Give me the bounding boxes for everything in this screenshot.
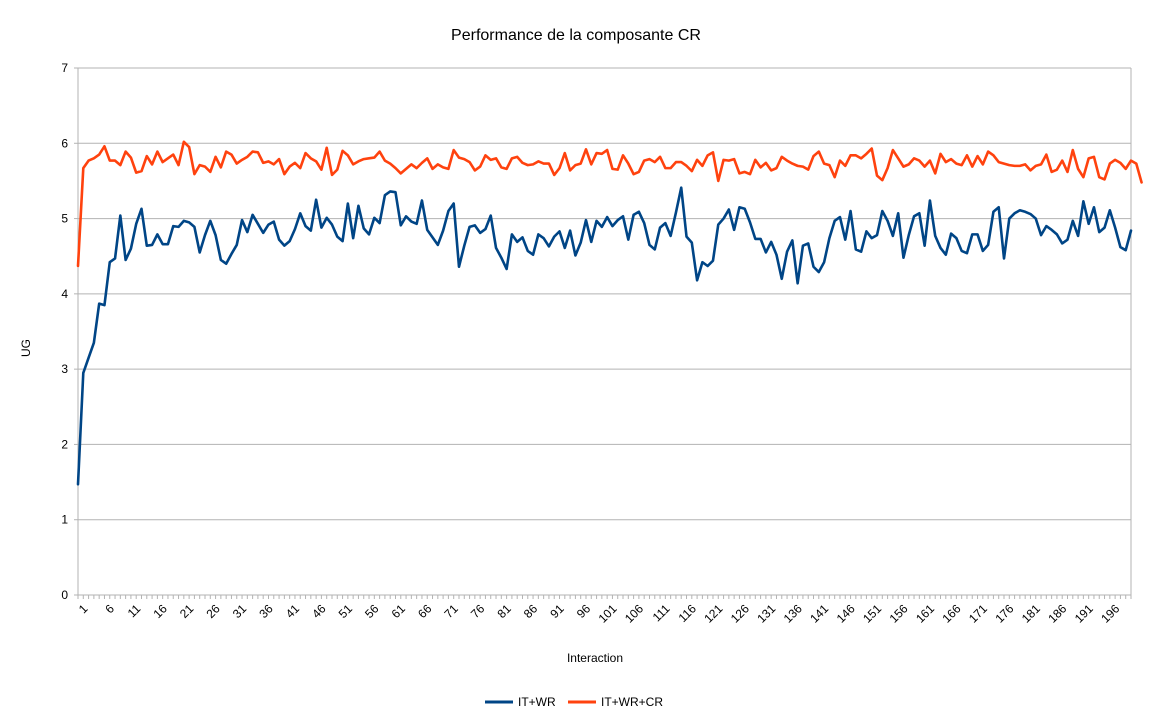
legend: IT+WR IT+WR+CR <box>485 695 663 709</box>
y-tick-label: 7 <box>61 61 68 75</box>
y-tick-label: 6 <box>61 136 68 150</box>
y-tick-label: 3 <box>61 362 68 376</box>
y-tick-label: 1 <box>61 513 68 527</box>
y-tick-label: 0 <box>61 588 68 602</box>
legend-label: IT+WR+CR <box>601 695 663 709</box>
y-axis-title: UG <box>19 339 33 357</box>
y-tick-label: 5 <box>61 212 68 226</box>
series-layer <box>76 140 1143 486</box>
legend-label: IT+WR <box>518 695 556 709</box>
y-axis-ticks: 0 1 2 3 4 5 6 7 <box>61 61 78 602</box>
y-tick-label: 4 <box>61 287 68 301</box>
series-line-it-wr-cr <box>76 140 1143 268</box>
y-tick-label: 2 <box>61 437 68 451</box>
gridlines <box>77 67 1132 596</box>
series-line-it-wr <box>76 186 1133 486</box>
chart-title: Performance de la composante CR <box>451 27 701 44</box>
x-axis-title: Interaction <box>567 651 623 665</box>
